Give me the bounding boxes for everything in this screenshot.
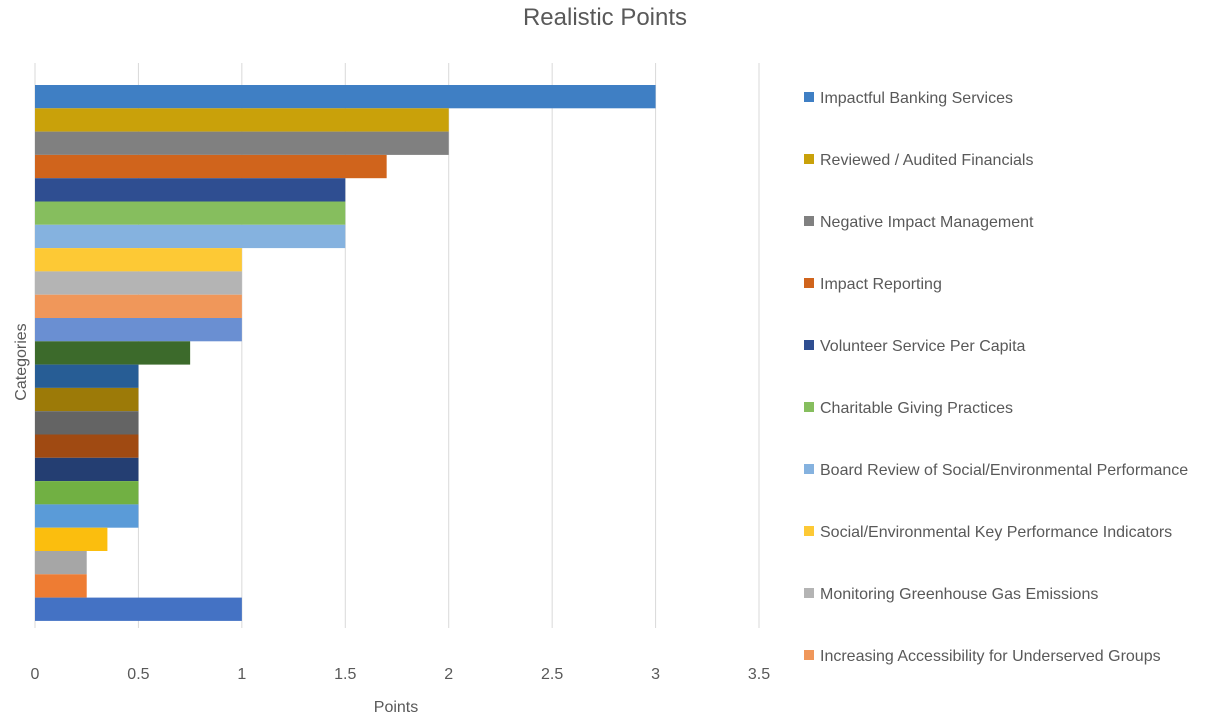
legend-label: Increasing Accessibility for Underserved… bbox=[820, 648, 1161, 665]
legend-item: Negative Impact Management bbox=[804, 210, 1212, 235]
bar-16 bbox=[35, 434, 139, 458]
bars bbox=[35, 85, 656, 621]
bar-15 bbox=[35, 411, 139, 435]
legend-item: Reviewed / Audited Financials bbox=[804, 148, 1212, 173]
legend-item: Charitable Giving Practices bbox=[804, 396, 1212, 421]
legend-swatch bbox=[804, 92, 814, 102]
bar-18 bbox=[35, 481, 139, 505]
bar-17 bbox=[35, 457, 139, 482]
legend-item: Impactful Banking Services bbox=[804, 86, 1212, 111]
legend-swatch bbox=[804, 340, 814, 350]
legend-item: Social/Environmental Key Performance Ind… bbox=[804, 520, 1212, 545]
y-axis-label: Categories bbox=[13, 323, 30, 400]
legend-label: Impactful Banking Services bbox=[820, 90, 1013, 107]
x-tick-label: 0 bbox=[31, 666, 40, 683]
bar-4 bbox=[35, 154, 387, 179]
legend-label: Monitoring Greenhouse Gas Emissions bbox=[820, 586, 1099, 603]
legend-swatch bbox=[804, 650, 814, 660]
x-tick-label: 3.5 bbox=[748, 666, 770, 683]
legend-label: Board Review of Social/Environmental Per… bbox=[820, 462, 1189, 479]
legend-label: Volunteer Service Per Capita bbox=[820, 338, 1026, 355]
legend-label: Impact Reporting bbox=[820, 276, 942, 293]
x-tick-label: 1 bbox=[237, 666, 246, 683]
bar-7 bbox=[35, 224, 346, 249]
legend-label: Charitable Giving Practices bbox=[820, 400, 1013, 417]
legend-item: Volunteer Service Per Capita bbox=[804, 334, 1212, 359]
bar-11 bbox=[35, 318, 242, 342]
x-tick-label: 2.5 bbox=[541, 666, 563, 683]
legend-swatch bbox=[804, 216, 814, 226]
x-tick-label: 0.5 bbox=[127, 666, 149, 683]
bar-20 bbox=[35, 527, 108, 551]
legend-swatch bbox=[804, 154, 814, 164]
legend-item: Impact Reporting bbox=[804, 272, 1212, 297]
chart-title: Realistic Points bbox=[522, 4, 688, 31]
bar-1 bbox=[35, 85, 656, 109]
legend-label: Social/Environmental Key Performance Ind… bbox=[820, 524, 1173, 541]
bar-10 bbox=[35, 294, 242, 318]
bar-12 bbox=[35, 341, 191, 365]
x-tick-label: 3 bbox=[651, 666, 660, 683]
bar-6 bbox=[35, 201, 346, 225]
x-tick-label: 2 bbox=[444, 666, 453, 683]
bar-3 bbox=[35, 131, 449, 155]
bar-23 bbox=[35, 597, 242, 621]
bar-9 bbox=[35, 271, 242, 295]
legend-swatch bbox=[804, 526, 814, 536]
x-tick-labels: 0 0.5 1 1.5 2 2.5 3 3.5 bbox=[31, 666, 771, 683]
bar-14 bbox=[35, 387, 139, 412]
legend-swatch bbox=[804, 588, 814, 598]
legend-item: Increasing Accessibility for Underserved… bbox=[804, 644, 1212, 669]
x-tick-label: 1.5 bbox=[334, 666, 356, 683]
bar-22 bbox=[35, 574, 87, 598]
legend-label: Negative Impact Management bbox=[820, 214, 1034, 231]
x-axis-label: Points bbox=[374, 699, 418, 715]
legend-swatch bbox=[804, 278, 814, 288]
bar-19 bbox=[35, 504, 139, 528]
bar-5 bbox=[35, 178, 346, 202]
legend-swatch bbox=[804, 402, 814, 412]
legend-item: Board Review of Social/Environmental Per… bbox=[804, 458, 1212, 483]
bar-8 bbox=[35, 248, 242, 272]
legend-label: Reviewed / Audited Financials bbox=[820, 152, 1034, 169]
bar-13 bbox=[35, 364, 139, 388]
legend-item: Monitoring Greenhouse Gas Emissions bbox=[804, 582, 1212, 607]
legend-swatch bbox=[804, 464, 814, 474]
bar-2 bbox=[35, 108, 449, 132]
bar-21 bbox=[35, 551, 87, 575]
